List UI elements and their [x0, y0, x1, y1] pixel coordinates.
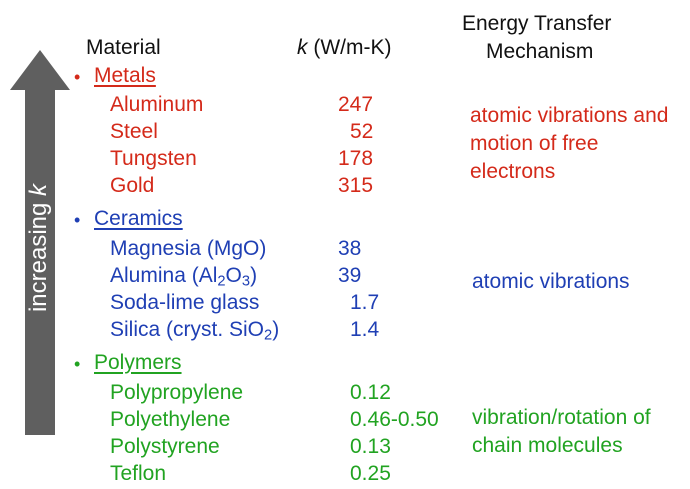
mechanism-metals: atomic vibrations and motion of free ele… — [470, 104, 669, 183]
k-silica: 1.4 — [350, 318, 380, 341]
polymers-bullet: • — [74, 354, 81, 374]
k-steel: 52 — [350, 120, 374, 143]
material-magnesia: Magnesia (MgO) — [110, 237, 267, 260]
increasing-k-label: increasing k — [25, 183, 52, 313]
material-soda-lime-glass: Soda-lime glass — [110, 291, 260, 314]
material-tungsten: Tungsten — [110, 147, 197, 170]
material-silica: Silica (cryst. SiO2) — [110, 318, 280, 344]
material-column-header: Material — [86, 36, 161, 59]
category-metals: Metals — [94, 64, 156, 87]
k-polystyrene: 0.13 — [350, 435, 391, 458]
k-gold: 315 — [338, 174, 374, 197]
material-teflon: Teflon — [110, 462, 167, 485]
mechanism-header-line1: Energy Transfer — [462, 12, 612, 35]
material-aluminum: Aluminum — [110, 93, 204, 116]
k-aluminum: 247 — [338, 93, 374, 116]
material-gold: Gold — [110, 174, 155, 197]
category-polymers: Polymers — [94, 351, 182, 374]
k-tungsten: 178 — [338, 147, 374, 170]
alumina-formula: Alumina (Al2O3) — [110, 264, 258, 290]
category-ceramics: Ceramics — [94, 207, 183, 230]
material-polystyrene: Polystyrene — [110, 435, 220, 458]
material-steel: Steel — [110, 120, 158, 143]
k-alumina: 39 — [338, 264, 362, 287]
k-magnesia: 38 — [338, 237, 362, 260]
increasing-k-arrow — [10, 50, 70, 435]
silica-formula: Silica (cryst. SiO2) — [110, 318, 280, 344]
material-alumina: Alumina (Al2O3) — [110, 264, 258, 290]
mechanism-header-line2: Mechanism — [486, 40, 594, 63]
ceramics-bullet: • — [74, 210, 81, 230]
mechanism-polymers: vibration/rotation of chain molecules — [472, 406, 651, 457]
k-polyethylene: 0.46-0.50 — [350, 408, 439, 431]
k-polypropylene: 0.12 — [350, 381, 391, 404]
mechanism-ceramics: atomic vibrations — [472, 270, 630, 293]
k-soda-lime-glass: 1.7 — [350, 291, 380, 314]
material-polyethylene: Polyethylene — [110, 408, 231, 431]
material-polypropylene: Polypropylene — [110, 381, 244, 404]
k-column-header: k (W/m-K) — [297, 36, 392, 59]
k-teflon: 0.25 — [350, 462, 391, 485]
metals-bullet: • — [74, 67, 81, 87]
